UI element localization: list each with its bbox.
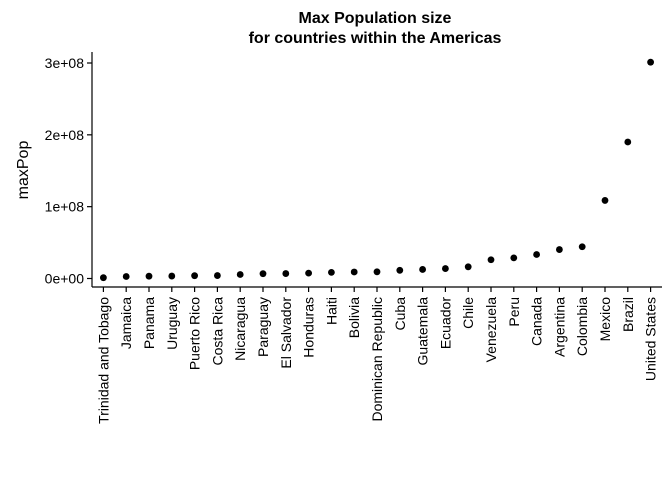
data-point [145, 272, 153, 280]
x-tick-label: Trinidad and Tobago [95, 297, 111, 424]
data-point [214, 272, 221, 279]
data-point [191, 272, 199, 280]
x-tick-label: Uruguay [164, 297, 180, 350]
data-point [305, 269, 312, 277]
x-tick-label: Chile [460, 297, 476, 329]
y-tick-label: 2e+08 [45, 127, 85, 143]
data-point [487, 256, 495, 264]
x-tick-label: Bolivia [346, 297, 362, 338]
y-tick-label: 0e+00 [45, 271, 85, 287]
data-point [259, 270, 267, 278]
x-tick-label: Panama [141, 297, 157, 349]
x-tick-label: Peru [506, 297, 522, 327]
x-tick-label: Brazil [620, 297, 636, 332]
y-tick-label: 3e+08 [45, 55, 85, 71]
data-point [373, 268, 381, 276]
x-tick-label: Dominican Republic [369, 297, 385, 422]
data-point [533, 251, 540, 258]
x-tick-label: Mexico [597, 297, 613, 342]
x-tick-label: Venezuela [483, 297, 499, 363]
data-point [282, 270, 290, 277]
data-point [328, 268, 335, 276]
data-points [100, 58, 654, 282]
data-point [442, 265, 449, 272]
data-point [236, 271, 244, 278]
x-tick-label: Colombia [574, 297, 590, 356]
x-tick-label: El Salvador [278, 297, 294, 369]
x-tick-label: Cuba [392, 297, 408, 331]
x-tick-label: Paraguay [255, 297, 271, 357]
x-axis-ticks: Trinidad and Tobago Jamaica Panama Uruguay P… [95, 287, 659, 424]
y-tick-label: 1e+08 [45, 199, 85, 215]
x-tick-label: Puerto Rico [187, 297, 203, 370]
data-point [578, 243, 586, 251]
data-point [419, 266, 426, 273]
y-axis-title: maxPop [15, 141, 32, 200]
data-point [556, 246, 563, 253]
x-tick-label: United States [643, 297, 659, 381]
x-tick-label: Canada [529, 297, 545, 346]
x-tick-label: Argentina [551, 297, 567, 357]
x-tick-label: Nicaragua [232, 297, 248, 361]
data-point [100, 274, 107, 282]
chart-title: Max Population size [299, 10, 452, 27]
data-point [350, 268, 358, 276]
data-point [647, 58, 654, 66]
chart-subtitle: for countries within the Americas [249, 30, 502, 47]
x-tick-label: Guatemala [415, 297, 431, 366]
data-point [168, 272, 176, 280]
y-axis-ticks: 0e+00 1e+08 2e+08 3e+08 [45, 55, 92, 287]
data-point [601, 197, 609, 204]
data-point [624, 138, 632, 146]
x-tick-label: Haiti [323, 297, 339, 325]
data-point [122, 273, 130, 280]
x-tick-label: Jamaica [118, 297, 134, 349]
data-point [464, 263, 472, 271]
data-point [510, 254, 518, 262]
x-tick-label: Ecuador [437, 297, 453, 349]
x-tick-label: Honduras [301, 297, 317, 358]
data-point [396, 266, 404, 274]
x-tick-label: Costa Rica [209, 297, 225, 366]
